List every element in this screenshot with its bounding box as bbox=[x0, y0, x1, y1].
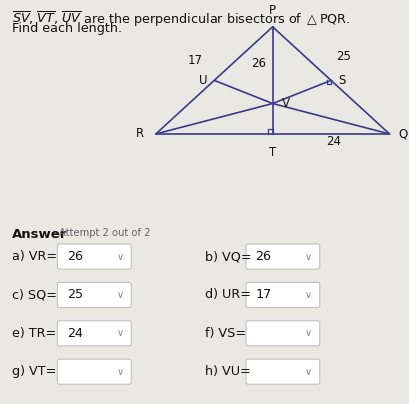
Text: ∨: ∨ bbox=[116, 328, 124, 338]
Text: $\overline{\mathit{SV}}$, $\overline{\mathit{VT}}$, $\overline{\mathit{UV}}$ are: $\overline{\mathit{SV}}$, $\overline{\ma… bbox=[12, 10, 350, 29]
Text: 17: 17 bbox=[255, 288, 271, 301]
Text: S: S bbox=[337, 74, 345, 87]
Text: e) TR=: e) TR= bbox=[12, 327, 56, 340]
Text: 25: 25 bbox=[67, 288, 83, 301]
Text: a) VR=: a) VR= bbox=[12, 250, 57, 263]
Text: 26: 26 bbox=[67, 250, 83, 263]
Text: ∨: ∨ bbox=[304, 252, 312, 261]
Text: ∨: ∨ bbox=[304, 328, 312, 338]
Text: 17: 17 bbox=[187, 54, 202, 67]
Text: 26: 26 bbox=[250, 57, 265, 70]
Text: Attempt 2 out of 2: Attempt 2 out of 2 bbox=[59, 228, 151, 238]
Text: 25: 25 bbox=[335, 50, 350, 63]
Text: R: R bbox=[136, 128, 144, 141]
Text: ∨: ∨ bbox=[116, 290, 124, 300]
Text: d) UR=: d) UR= bbox=[204, 288, 250, 301]
Text: Q: Q bbox=[398, 128, 407, 141]
Text: T: T bbox=[268, 145, 276, 158]
Text: ∨: ∨ bbox=[304, 367, 312, 377]
Text: Answer: Answer bbox=[12, 228, 67, 241]
Text: ∨: ∨ bbox=[116, 367, 124, 377]
Text: U: U bbox=[198, 74, 207, 87]
Text: ∨: ∨ bbox=[116, 252, 124, 261]
Text: f) VS=: f) VS= bbox=[204, 327, 245, 340]
Text: g) VT=: g) VT= bbox=[12, 365, 56, 378]
Text: 26: 26 bbox=[255, 250, 271, 263]
Text: c) SQ=: c) SQ= bbox=[12, 288, 57, 301]
Text: b) VQ=: b) VQ= bbox=[204, 250, 251, 263]
Text: 24: 24 bbox=[325, 135, 340, 148]
Text: P: P bbox=[268, 4, 276, 17]
Text: 24: 24 bbox=[67, 327, 83, 340]
Text: V: V bbox=[281, 97, 289, 110]
Text: h) VU=: h) VU= bbox=[204, 365, 250, 378]
Text: ∨: ∨ bbox=[304, 290, 312, 300]
Text: Find each length.: Find each length. bbox=[12, 22, 122, 35]
